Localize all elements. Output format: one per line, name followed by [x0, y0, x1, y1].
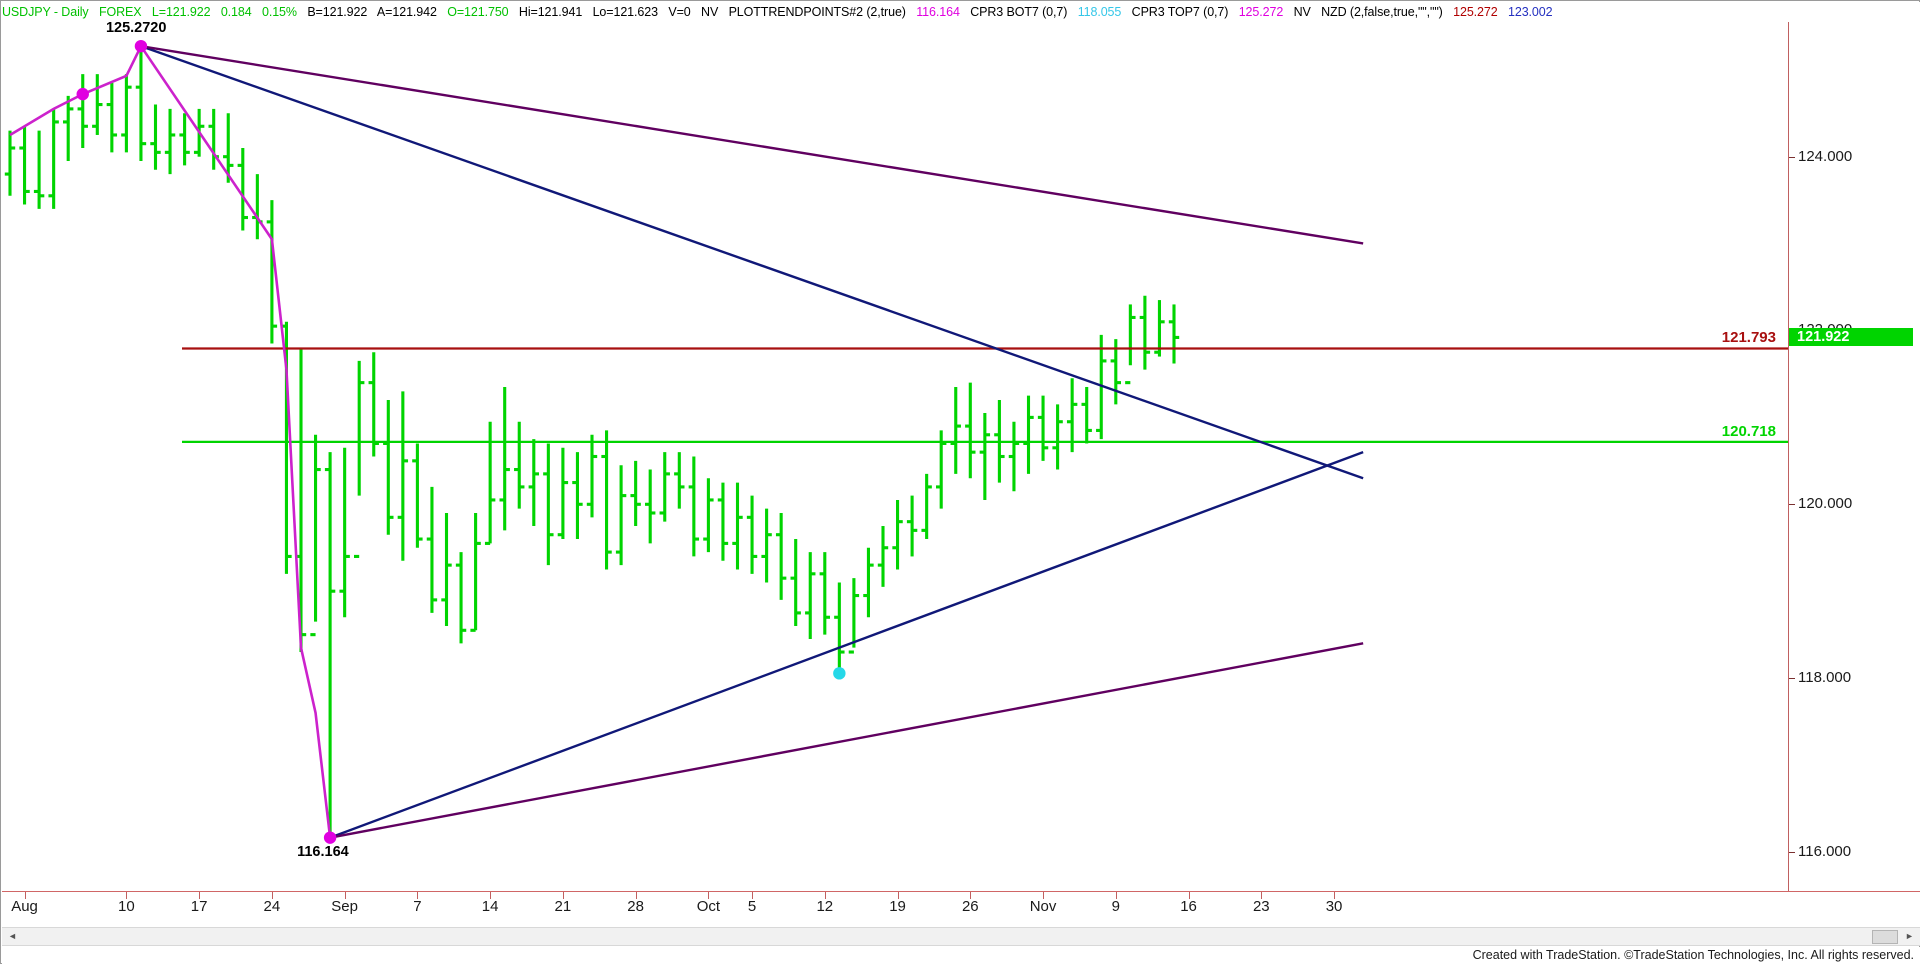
date-tick-label: 14: [481, 898, 499, 915]
price-axis[interactable]: 124.000122.000120.000118.000116.000121.9…: [1788, 22, 1920, 891]
indicator-4-name: NZD (2,false,true,"",""): [1321, 5, 1443, 19]
date-tick-mark: [897, 892, 899, 899]
support-line-label: 120.718: [1721, 422, 1776, 440]
date-axis[interactable]: Aug 10 17 24 Sep 7 14 21 28 Oct 5 12 19 26 Nov 9 16 23 30: [2, 891, 1920, 927]
resistance-line-label: 121.793: [1721, 329, 1776, 347]
volume-value: V=0: [668, 5, 691, 19]
date-tick-mark: [271, 892, 273, 899]
exchange-label: FOREX: [98, 5, 142, 19]
date-tick-mark: [199, 892, 201, 899]
date-tick-label: Nov: [1029, 898, 1057, 915]
nv-flag-1: NV: [701, 5, 719, 19]
date-tick-mark: [1115, 892, 1117, 899]
indicator-1-name: PLOTTRENDPOINTS#2 (2,true): [728, 5, 906, 19]
swing-zigzag-group: [9, 43, 332, 838]
price-tick-label: 116.000: [1798, 842, 1852, 860]
price-tick: 124.000: [1789, 148, 1852, 166]
indicator-4-value-1: 125.272: [1453, 5, 1498, 19]
symbol-label: USDJPY - Daily: [2, 5, 89, 19]
high-price: Hi=121.941: [518, 5, 583, 19]
date-tick-mark: [1334, 892, 1336, 899]
date-tick-label: 12: [816, 898, 834, 915]
indicator-2-name: CPR3 BOT7 (0,7): [970, 5, 1068, 19]
indicator-1-value: 116.164: [916, 5, 960, 19]
date-tick-label: Oct: [696, 898, 721, 915]
nv-flag-2: NV: [1293, 5, 1311, 19]
quote-header: USDJPY - Daily FOREX L=121.922 0.184 0.1…: [2, 2, 1920, 22]
price-tick-label: 124.000: [1798, 147, 1853, 165]
date-tick-mark: [562, 892, 564, 899]
date-tick-mark: [417, 892, 419, 899]
price-tick-label: 120.000: [1798, 495, 1853, 513]
scroll-left-arrow-icon[interactable]: ◄: [8, 931, 17, 941]
scrollbar-thumb[interactable]: [1872, 930, 1898, 944]
open-price: O=121.750: [447, 5, 509, 19]
indicator-4-value-2: 123.002: [1508, 5, 1553, 19]
date-tick-mark: [490, 892, 492, 899]
price-tick-mark: [1789, 678, 1795, 680]
date-tick-label: 5: [747, 898, 757, 915]
indicator-3-value: 125.272: [1238, 5, 1284, 19]
date-tick-mark: [24, 892, 26, 899]
indicator-2-value: 118.055: [1077, 5, 1122, 19]
price-tick-mark: [1789, 156, 1795, 158]
last-price-badge: 121.922: [1789, 328, 1913, 347]
date-tick-label: 26: [961, 898, 979, 915]
price-tick-mark: [1789, 851, 1795, 853]
chart-plot-area[interactable]: 125.2720 116.164 121.793 120.718: [2, 22, 1788, 891]
change-percent: 0.15%: [261, 5, 297, 19]
date-tick-label: 28: [627, 898, 644, 915]
price-tick: 116.000: [1789, 843, 1851, 861]
date-tick-mark: [708, 892, 710, 899]
last-price: L=121.922: [151, 5, 211, 19]
date-tick-label: Aug: [11, 898, 38, 915]
low-price: Lo=121.623: [592, 5, 658, 19]
price-chart-svg: [4, 39, 1788, 844]
indicator-3-name: CPR3 TOP7 (0,7): [1131, 5, 1229, 19]
price-tick-label: 118.000: [1798, 669, 1852, 687]
trendlines-group: [140, 44, 1364, 839]
date-tick-mark: [635, 892, 637, 899]
horizontal-lines-group: [182, 347, 1788, 444]
date-tick-label: 7: [413, 898, 422, 915]
copyright-footer: Created with TradeStation. ©TradeStation…: [2, 947, 1920, 964]
bid-price: B=121.922: [307, 5, 368, 19]
date-tick-mark: [1043, 892, 1045, 899]
ask-price: A=121.942: [376, 5, 437, 19]
date-tick-mark: [1261, 892, 1263, 899]
date-tick-mark: [970, 892, 972, 899]
horizontal-scrollbar[interactable]: ◄ ►: [2, 927, 1920, 946]
date-tick-label: 10: [118, 898, 135, 915]
date-tick-label: 17: [190, 898, 208, 915]
scroll-right-arrow-icon[interactable]: ►: [1905, 931, 1914, 941]
price-tick: 118.000: [1789, 669, 1851, 687]
price-tick-mark: [1789, 504, 1795, 506]
swing-low-label: 116.164: [297, 843, 349, 860]
date-tick-label: 23: [1252, 898, 1270, 915]
price-tick: 120.000: [1789, 495, 1852, 513]
date-tick-mark: [126, 892, 128, 899]
date-tick-label: 9: [1111, 898, 1120, 915]
date-tick-mark: [1188, 892, 1190, 899]
date-tick-label: 24: [263, 898, 281, 915]
date-tick-label: Sep: [331, 898, 358, 915]
swing-markers-group: [76, 39, 846, 844]
date-tick-label: 30: [1325, 898, 1343, 915]
swing-high-label: 125.2720: [105, 22, 167, 37]
change-value: 0.184: [220, 5, 252, 19]
date-tick-mark: [824, 892, 826, 899]
date-tick-mark: [344, 892, 346, 899]
date-tick-mark: [752, 892, 754, 899]
date-tick-label: 19: [889, 898, 906, 915]
date-tick-label: 16: [1180, 898, 1197, 915]
date-tick-label: 21: [554, 898, 572, 915]
ohlc-bars-group: [4, 46, 1180, 838]
